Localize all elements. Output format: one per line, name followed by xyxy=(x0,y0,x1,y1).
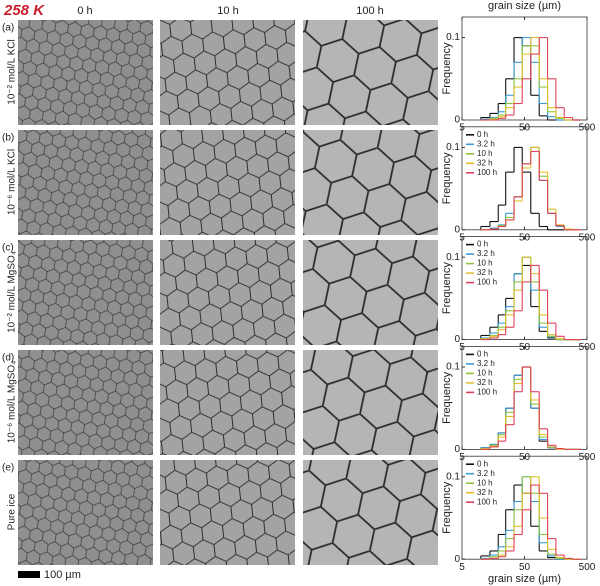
grain-boundaries xyxy=(18,240,153,345)
legend-label: 0 h xyxy=(477,240,488,249)
grain-boundaries xyxy=(303,350,438,455)
y-tick-label: 0.1 xyxy=(446,362,460,373)
panel-letter: (b) xyxy=(2,133,14,144)
x-tick-label: 50 xyxy=(519,562,531,573)
legend-label: 10 h xyxy=(477,259,493,268)
y-tick-label: 0.1 xyxy=(446,142,460,153)
panel-letter: (e) xyxy=(2,463,14,474)
legend-label: 10 h xyxy=(477,369,493,378)
y-axis-label: Frequency xyxy=(441,152,453,204)
y-axis-label: Frequency xyxy=(441,481,453,533)
figure-title: 258 K xyxy=(3,2,45,19)
legend-label: 32 h xyxy=(477,488,493,497)
legend-label: 100 h xyxy=(477,278,497,287)
panel-letter: (a) xyxy=(2,23,14,34)
micrographs xyxy=(18,20,438,565)
sample-label: 10⁻⁶ mol/L MgSO₄ xyxy=(7,361,18,444)
x-tick-label: 500 xyxy=(579,562,596,573)
y-tick-label: 0 xyxy=(454,444,460,455)
legend-label: 3.2 h xyxy=(477,249,495,258)
grain-boundaries xyxy=(303,460,438,565)
grain-boundaries xyxy=(160,130,295,235)
legend-label: 100 h xyxy=(477,168,497,177)
panel-letter: (c) xyxy=(2,243,14,254)
x-axis-label: grain size (µm) xyxy=(488,0,561,12)
y-tick-label: 0 xyxy=(454,554,460,565)
y-axis-label: Frequency xyxy=(441,262,453,314)
column-header: 0 h xyxy=(77,5,92,17)
grain-boundaries xyxy=(303,240,438,345)
y-axis-label: Frequency xyxy=(441,42,453,94)
grain-boundaries xyxy=(160,240,295,345)
legend-label: 100 h xyxy=(477,388,497,397)
grain-boundaries xyxy=(160,460,295,565)
y-tick-label: 0.1 xyxy=(446,471,460,482)
sample-label: Pure ice xyxy=(7,493,18,530)
legend-label: 100 h xyxy=(477,497,497,506)
legend-label: 0 h xyxy=(477,459,488,468)
legend-label: 32 h xyxy=(477,378,493,387)
grain-boundaries xyxy=(18,20,153,125)
legend-label: 0 h xyxy=(477,130,488,139)
legend-label: 10 h xyxy=(477,478,493,487)
x-tick-label: 5 xyxy=(459,562,465,573)
x-axis-label: grain size (µm) xyxy=(488,573,561,585)
grain-boundaries xyxy=(160,20,295,125)
grain-boundaries xyxy=(18,130,153,235)
y-axis-label: Frequency xyxy=(441,371,453,423)
legend-label: 0 h xyxy=(477,350,488,359)
grain-boundaries xyxy=(18,460,153,565)
y-tick-label: 0.1 xyxy=(446,32,460,43)
y-tick-label: 0 xyxy=(454,224,460,235)
sample-label: 10⁻² mol/L MgSO₄ xyxy=(7,251,18,333)
legend-label: 10 h xyxy=(477,149,493,158)
panel-letter: (d) xyxy=(2,353,14,364)
scale-bar-label: 100 µm xyxy=(44,569,81,581)
y-tick-label: 0 xyxy=(454,334,460,345)
legend-label: 3.2 h xyxy=(477,359,495,368)
grain-boundaries xyxy=(18,350,153,455)
plot-frame xyxy=(461,16,588,121)
legend-label: 32 h xyxy=(477,268,493,277)
sample-label: 10⁻⁶ mol/L KCl xyxy=(7,149,18,215)
grain-boundaries xyxy=(303,130,438,235)
legend-label: 3.2 h xyxy=(477,139,495,148)
legend-label: 32 h xyxy=(477,158,493,167)
grain-boundaries xyxy=(160,350,295,455)
legend-label: 3.2 h xyxy=(477,469,495,478)
y-tick-label: 0.1 xyxy=(446,252,460,263)
sample-label: 10⁻² mol/L KCl xyxy=(7,39,18,104)
scale-bar xyxy=(18,571,40,578)
y-tick-label: 0 xyxy=(454,115,460,126)
grain-boundaries xyxy=(303,20,438,125)
column-header: 100 h xyxy=(356,5,384,17)
column-header: 10 h xyxy=(217,5,238,17)
